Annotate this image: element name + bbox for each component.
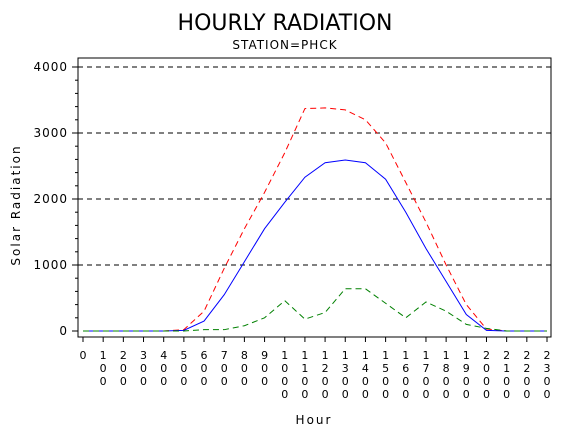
plot-frame bbox=[77, 57, 552, 338]
y-tick-label: 4000 bbox=[33, 60, 68, 74]
y-axis-label: Solar Radiation bbox=[9, 144, 23, 265]
series-line-0 bbox=[83, 107, 547, 332]
x-tick-label: 0 bbox=[80, 349, 87, 362]
y-tick-label: 2000 bbox=[33, 192, 68, 206]
x-axis-label: Hour bbox=[296, 413, 333, 427]
chart-title: HOURLY RADIATION bbox=[178, 11, 393, 36]
series-line-2 bbox=[83, 288, 547, 332]
y-tick-label: 3000 bbox=[33, 126, 68, 140]
y-tick-label: 1000 bbox=[33, 258, 68, 272]
series-line-1 bbox=[83, 159, 547, 332]
chart-subtitle: STATION=PHCK bbox=[232, 38, 337, 52]
y-tick-label: 0 bbox=[59, 324, 68, 338]
